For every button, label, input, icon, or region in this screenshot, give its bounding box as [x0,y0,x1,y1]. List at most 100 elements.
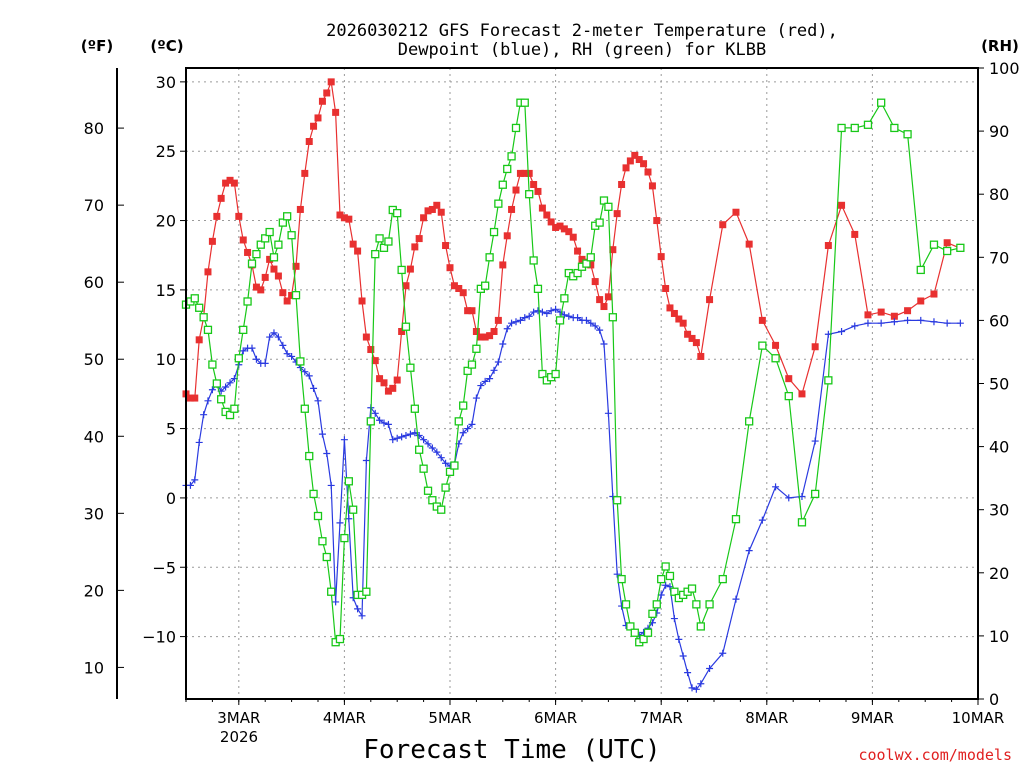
temperature-point [424,207,432,215]
rh-point [718,574,727,584]
dewpoint-point [239,347,247,355]
rh-point [485,253,494,262]
chart-title-line-2: Dewpoint (blue), RH (green) for KLBB [398,40,766,60]
temperature-point [587,261,595,269]
rh-point [454,417,463,426]
x-tick-label: 10MAR [952,709,1005,727]
dewpoint-point [406,430,414,438]
dewpoint-point [530,308,538,316]
rh-point [692,600,701,609]
x-tick-label: 8MAR [745,709,788,727]
dewpoint-point [200,411,208,419]
dewpoint-point [574,314,582,322]
rh-point [705,600,714,609]
temperature-point [362,333,370,341]
rh-point [450,461,459,470]
temperature-point [288,291,296,299]
dewpoint-point [371,409,379,417]
temperature-point [662,285,670,293]
rh-point [560,294,569,303]
dewpoint-point [437,454,445,462]
temperature-point [472,327,480,335]
rh-point [621,600,631,609]
rh-point [217,395,226,404]
temperature-point [543,211,551,219]
rh-point [362,587,371,596]
dewpoint-point [332,598,340,606]
rh-point [379,243,389,252]
dewpoint-point [252,355,260,363]
temperature-point [283,297,291,305]
temperature-point [261,273,269,281]
dewpoint-point [195,438,203,446]
rh-point [467,360,477,369]
temperature-point [349,240,357,248]
rh-point [595,218,604,227]
temperature-point [433,201,441,209]
temperature-point [556,222,564,230]
dewpoint-point [186,481,194,489]
temperature-point [314,114,322,122]
temperature-point [719,221,727,229]
temperature-point [706,296,714,304]
rh-point [234,354,243,363]
rh-point [665,571,675,581]
rh-point [507,152,516,161]
temperature-point [772,341,780,349]
dewpoint-point [318,430,326,438]
temperature-point [459,289,467,297]
rh-point [520,98,529,107]
rh-point [305,451,314,461]
dewpoint-point [459,429,467,437]
temperature-point [653,217,661,225]
rh-tick-label: 90 [989,122,1009,141]
rh-point [837,123,846,133]
x-tick-label: 7MAR [640,709,683,727]
temperature-point [626,157,634,165]
chart-title-line-1: 2026030212 GFS Forecast 2-meter Temperat… [326,21,838,41]
dewpoint-point [943,319,951,327]
temperature-point [257,286,265,294]
temperature-point [732,208,740,216]
temperature-point [301,169,309,177]
temperature-point [552,223,560,231]
dewpoint-point [477,382,485,390]
rh-point [344,477,353,486]
temperature-point [402,282,410,290]
rh-point [269,253,279,262]
dewpoint-point [389,436,397,444]
rh-point [397,265,406,275]
rh-point [573,268,582,278]
dewpoint-point [692,685,700,693]
rh-point [190,294,199,303]
temperature-point [864,311,872,319]
dewpoint-point [675,635,683,643]
dewpoint-point [547,307,555,315]
plot-frame [185,67,979,700]
rh-point [459,401,468,410]
rh-tick-label: 0 [989,690,999,709]
rh-point [604,202,613,211]
dewpoint-point [380,419,388,427]
grid-lines [186,68,978,699]
dewpoint-point [393,434,401,442]
dewpoint-point [525,312,533,320]
rh-point [551,369,560,379]
temperature-point [811,343,819,351]
dewpoint-point [956,319,964,327]
celsius-unit-label: (ºC) [150,37,183,55]
dewpoint-point [772,483,780,491]
temperature-point [499,261,507,269]
fahrenheit-tick-label: 40 [84,427,104,446]
temperature-point [191,394,199,402]
dewpoint-point [600,340,608,348]
celsius-tick-label: 20 [156,212,176,231]
dewpoint-point [662,581,670,589]
temperature-point [494,316,502,324]
temperature-point [490,327,498,335]
temperature-point [398,327,406,335]
temperature-point [688,334,696,342]
temperature-point [437,208,445,216]
rh-point [199,313,208,322]
